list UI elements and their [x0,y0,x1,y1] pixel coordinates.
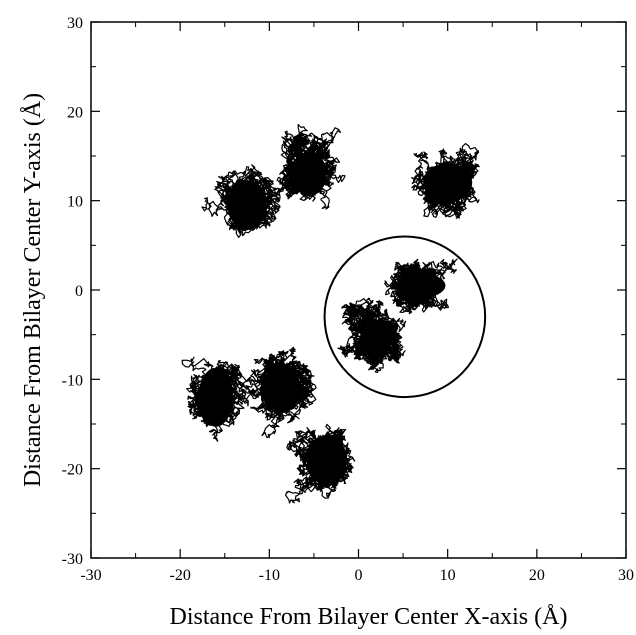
x-axis-title: Distance From Bilayer Center X-axis (Å) [170,604,568,630]
trajectory-core [292,151,327,196]
trajectory-core [361,319,392,359]
cluster-8 [285,423,356,504]
cluster-4 [384,258,458,315]
annotation-circle [323,235,487,399]
trajectory-core [423,163,473,203]
trajectory-core [265,363,300,413]
y-tick-label: 30 [67,15,83,32]
x-tick-label: -10 [259,567,280,584]
y-tick-label: -10 [62,372,83,389]
cluster-2 [276,124,346,210]
cluster-1 [201,164,284,238]
y-tick-label: 20 [67,104,83,121]
x-tick-label: 30 [618,567,634,584]
cluster-3 [411,143,480,220]
trajectory-core [198,367,234,427]
x-tick-label: -30 [80,567,101,584]
x-tick-label: -20 [170,567,191,584]
plot-frame [90,21,627,559]
y-tick-label: 10 [67,194,83,211]
trajectory-core [227,180,267,230]
cluster-6 [181,356,269,442]
y-axis-title: Distance From Bilayer Center Y-axis (Å) [20,93,46,487]
cluster-5 [337,297,407,373]
y-tick-label: -30 [62,551,83,568]
x-tick-label: 10 [440,567,456,584]
trajectory-core [307,435,347,485]
plot-area [181,124,487,504]
x-tick-label: 20 [529,567,545,584]
y-tick-label: -20 [62,462,83,479]
cluster-7 [250,346,317,439]
trajectory-core [396,273,446,298]
y-tick-label: 0 [75,283,83,300]
axes: -30 -20 -10 0 10 20 30 -30 -20 -10 0 10 20 30 [62,15,634,584]
x-tick-label: 0 [355,567,363,584]
